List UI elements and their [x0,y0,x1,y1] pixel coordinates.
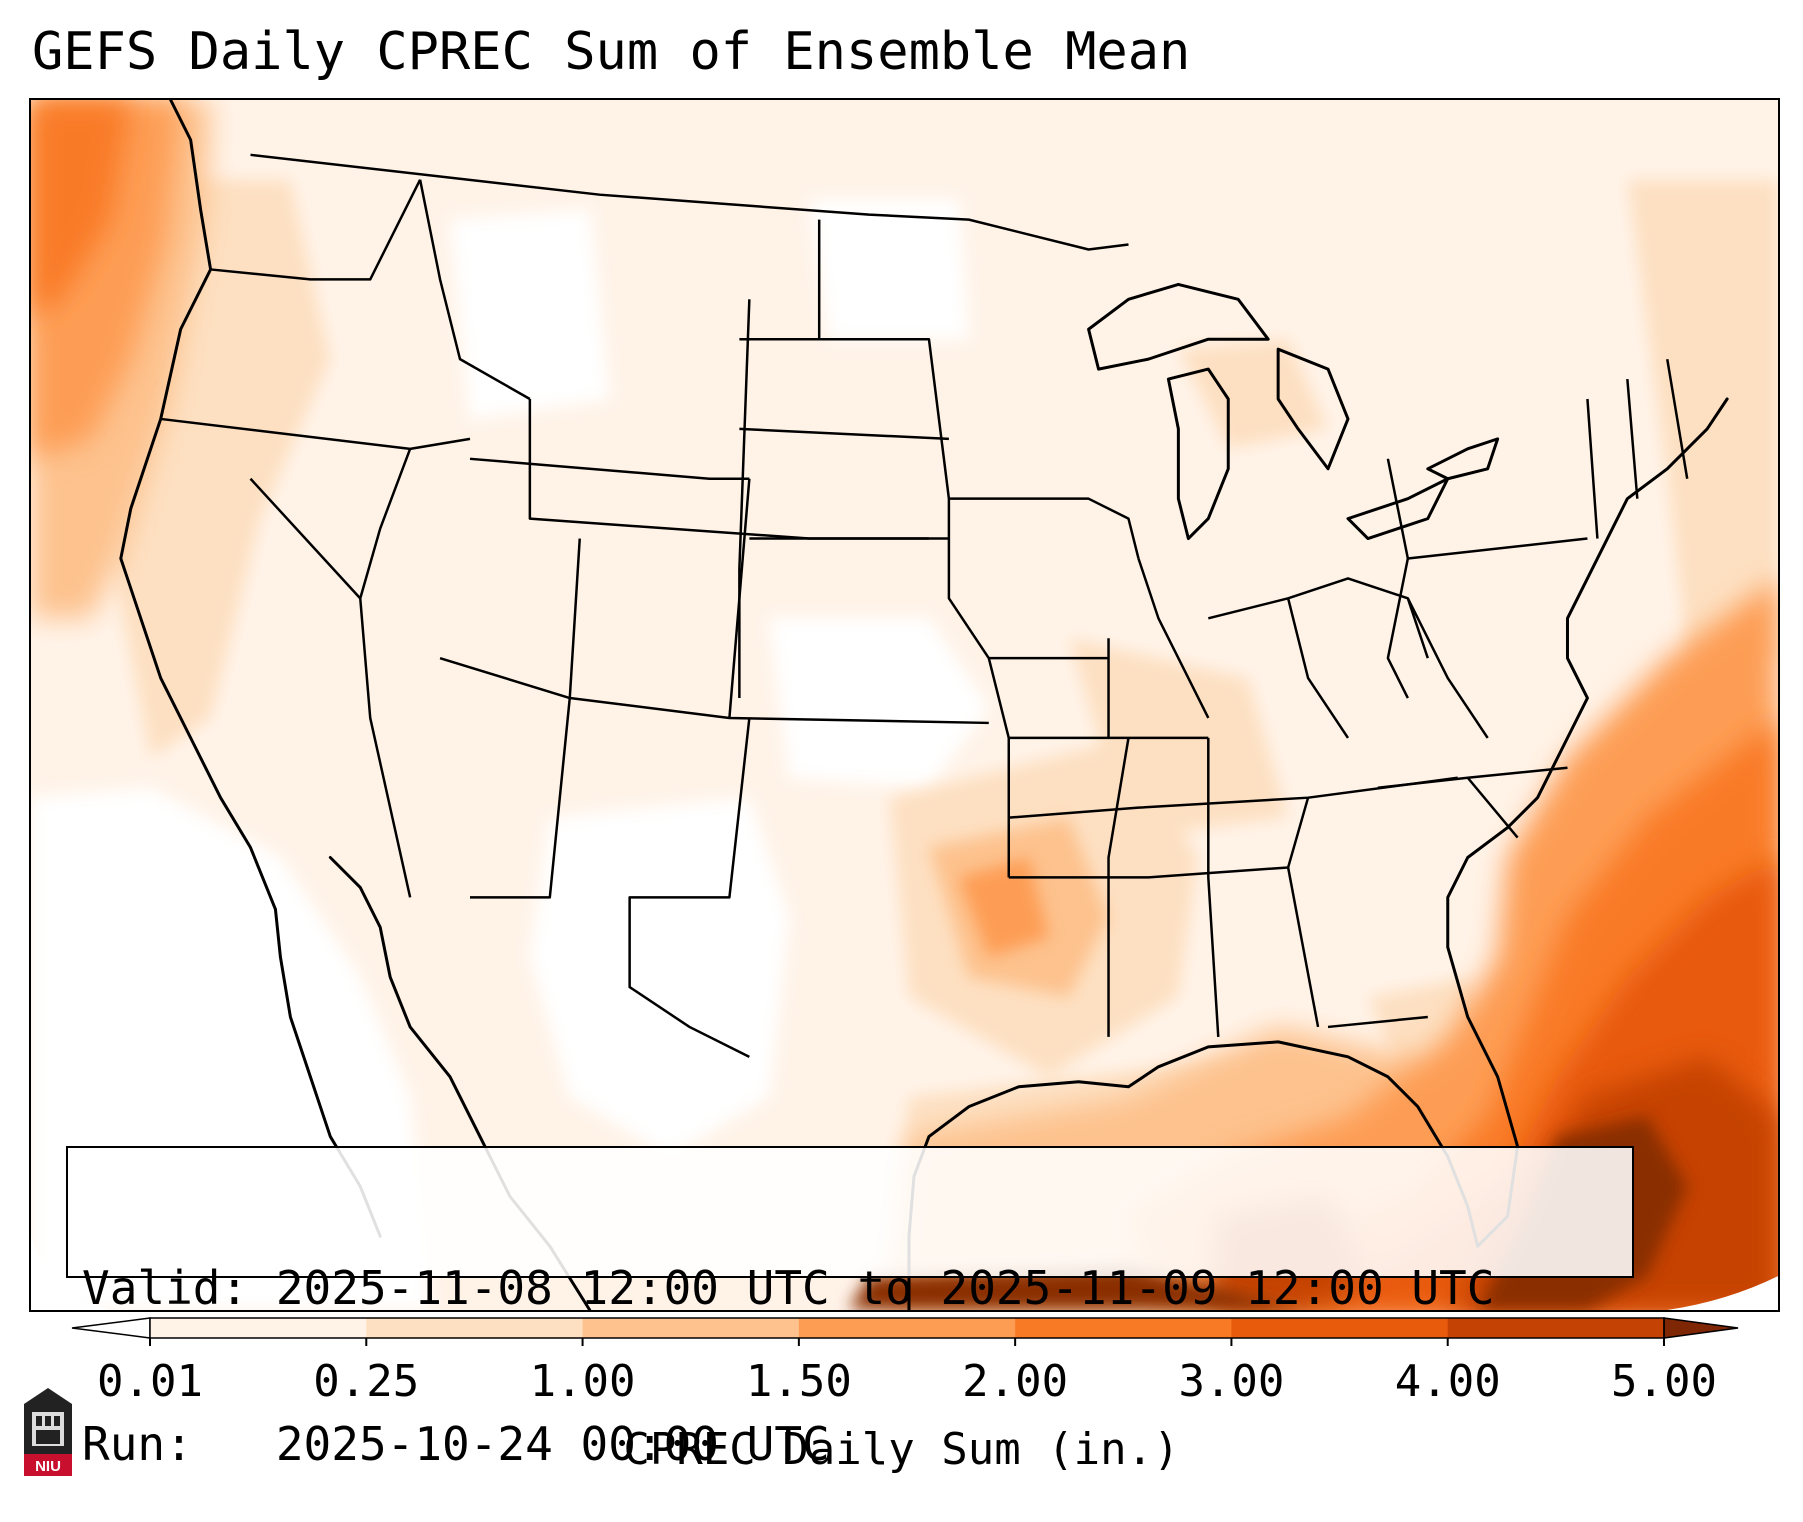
projection-edge-se [1667,1276,1778,1310]
colorbar-tick-label: 2.00 [962,1356,1069,1407]
colorbar-over-extension [1663,1317,1739,1339]
colorbar-under-extension [71,1317,151,1339]
state-borders [160,153,1689,1058]
colorbar-segment [1231,1318,1449,1338]
run-time-line: Run: 2025-10-24 00:00 UTC [82,1417,830,1471]
colorbar-segment [150,1318,367,1338]
colorbar-segment [1447,1318,1665,1338]
colorbar-tick-label: 3.00 [1178,1356,1285,1407]
logo-text: NIU [35,1458,61,1475]
valid-time-line: Valid: 2025-11-08 12:00 UTC to 2025-11-0… [82,1261,1495,1315]
colorbar-tick-label: 4.00 [1394,1356,1501,1407]
validity-info-box: Valid: 2025-11-08 12:00 UTC to 2025-11-0… [66,1146,1634,1470]
colorbar-segment [1015,1318,1232,1338]
projection-edge-sw [31,1236,111,1310]
niu-logo: NIU [24,1388,72,1476]
colorbar-tick-label: 1.50 [745,1356,852,1407]
colorbar-outline [149,1317,1665,1339]
colorbar-segment [582,1318,800,1338]
colorbar-tick-label: 0.25 [313,1356,420,1407]
colorbar-tick-label: 5.00 [1611,1356,1717,1407]
colorbar-segment [366,1318,584,1338]
colorbar-ticks [149,1338,1665,1346]
colorbar-tick-label: 0.01 [97,1356,203,1407]
colorbar-segments [71,1317,1739,1339]
map-title: GEFS Daily CPREC Sum of Ensemble Mean [32,22,1191,82]
map-panel [29,98,1780,1312]
colorbar-tick-labels: 0.01 0.25 1.00 1.50 2.00 3.00 4.00 5.00 [0,1356,1803,1408]
colorbar-label: CPREC Daily Sum (in.) [623,1424,1180,1475]
colorbar-tick-label: 1.00 [529,1356,636,1407]
precipitation-map [31,100,1778,1310]
colorbar-segment [798,1318,1016,1338]
colorbar [71,1317,1739,1346]
